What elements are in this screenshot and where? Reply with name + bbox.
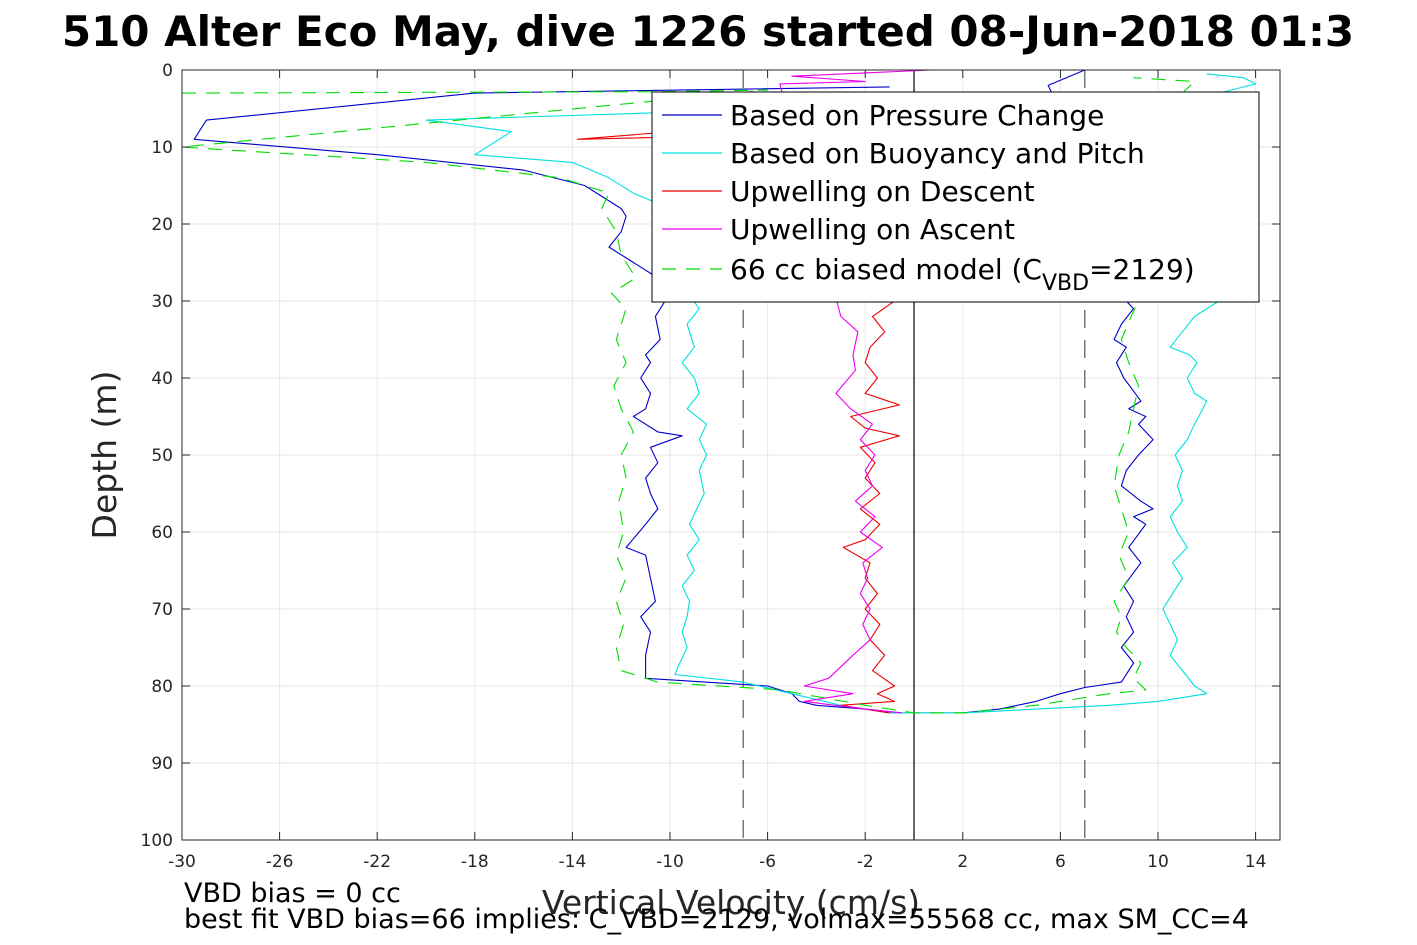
legend-box: [651, 91, 1260, 303]
y-tick-label: 10: [151, 138, 173, 158]
y-tick-label: 90: [151, 754, 173, 774]
legend-model-suffix: =2129): [1089, 253, 1195, 286]
x-tick-label: 14: [1245, 852, 1267, 872]
series-line-4: [779, 69, 932, 714]
x-tick-label: -30: [168, 852, 196, 872]
y-ticks: 0 10 20 30 40 50 60 70 80 90 100: [141, 61, 1280, 851]
legend-model-subscript: VBD: [1042, 271, 1089, 296]
x-tick-label: 2: [957, 852, 968, 872]
x-tick-label: 10: [1147, 852, 1169, 872]
legend-entry-buoyancy: Based on Buoyancy and Pitch: [730, 137, 1145, 170]
y-tick-label: 0: [162, 61, 173, 81]
y-tick-label: 50: [151, 446, 173, 466]
legend-entry-model: 66 cc biased model (CVBD=2129): [730, 253, 1195, 296]
legend-entry-pressure: Based on Pressure Change: [730, 99, 1104, 132]
x-tick-label: -10: [656, 852, 684, 872]
legend-entry-ascent: Upwelling on Ascent: [730, 213, 1015, 246]
y-tick-label: 40: [151, 369, 173, 389]
x-tick-label: -22: [363, 852, 391, 872]
x-tick-label: -26: [266, 852, 294, 872]
y-tick-label: 80: [151, 677, 173, 697]
legend: Based on Pressure Change Based on Buoyan…: [651, 91, 1260, 303]
y-axis-label: Depth (m): [85, 371, 124, 540]
x-tick-label: -18: [461, 852, 489, 872]
y-tick-label: 70: [151, 600, 173, 620]
annotation-best-fit: best fit VBD bias=66 implies: C_VBD=2129…: [184, 904, 1249, 935]
y-tick-label: 100: [141, 831, 173, 851]
x-ticks: -30 -26 -22 -18 -14 -10 -6 -2 2 6 10 14: [168, 70, 1266, 872]
series-line-5: [181, 77, 1196, 714]
legend-model-prefix: 66 cc biased model (C: [730, 253, 1042, 286]
y-tick-label: 20: [151, 215, 173, 235]
y-tick-label: 30: [151, 292, 173, 312]
annotation-vbd-bias: VBD bias = 0 cc: [184, 878, 401, 909]
x-axis-label: Vertical Velocity (cm/s): [542, 883, 920, 922]
x-tick-label: -6: [759, 852, 776, 872]
series-line-2: [425, 73, 1257, 714]
chart-title: 510 Alter Eco May, dive 1226 started 08-…: [62, 7, 1354, 56]
x-tick-label: -2: [857, 852, 874, 872]
legend-entry-descent: Upwelling on Descent: [730, 175, 1035, 208]
x-tick-label: 6: [1055, 852, 1066, 872]
x-tick-label: -14: [559, 852, 587, 872]
y-tick-label: 60: [151, 523, 173, 543]
